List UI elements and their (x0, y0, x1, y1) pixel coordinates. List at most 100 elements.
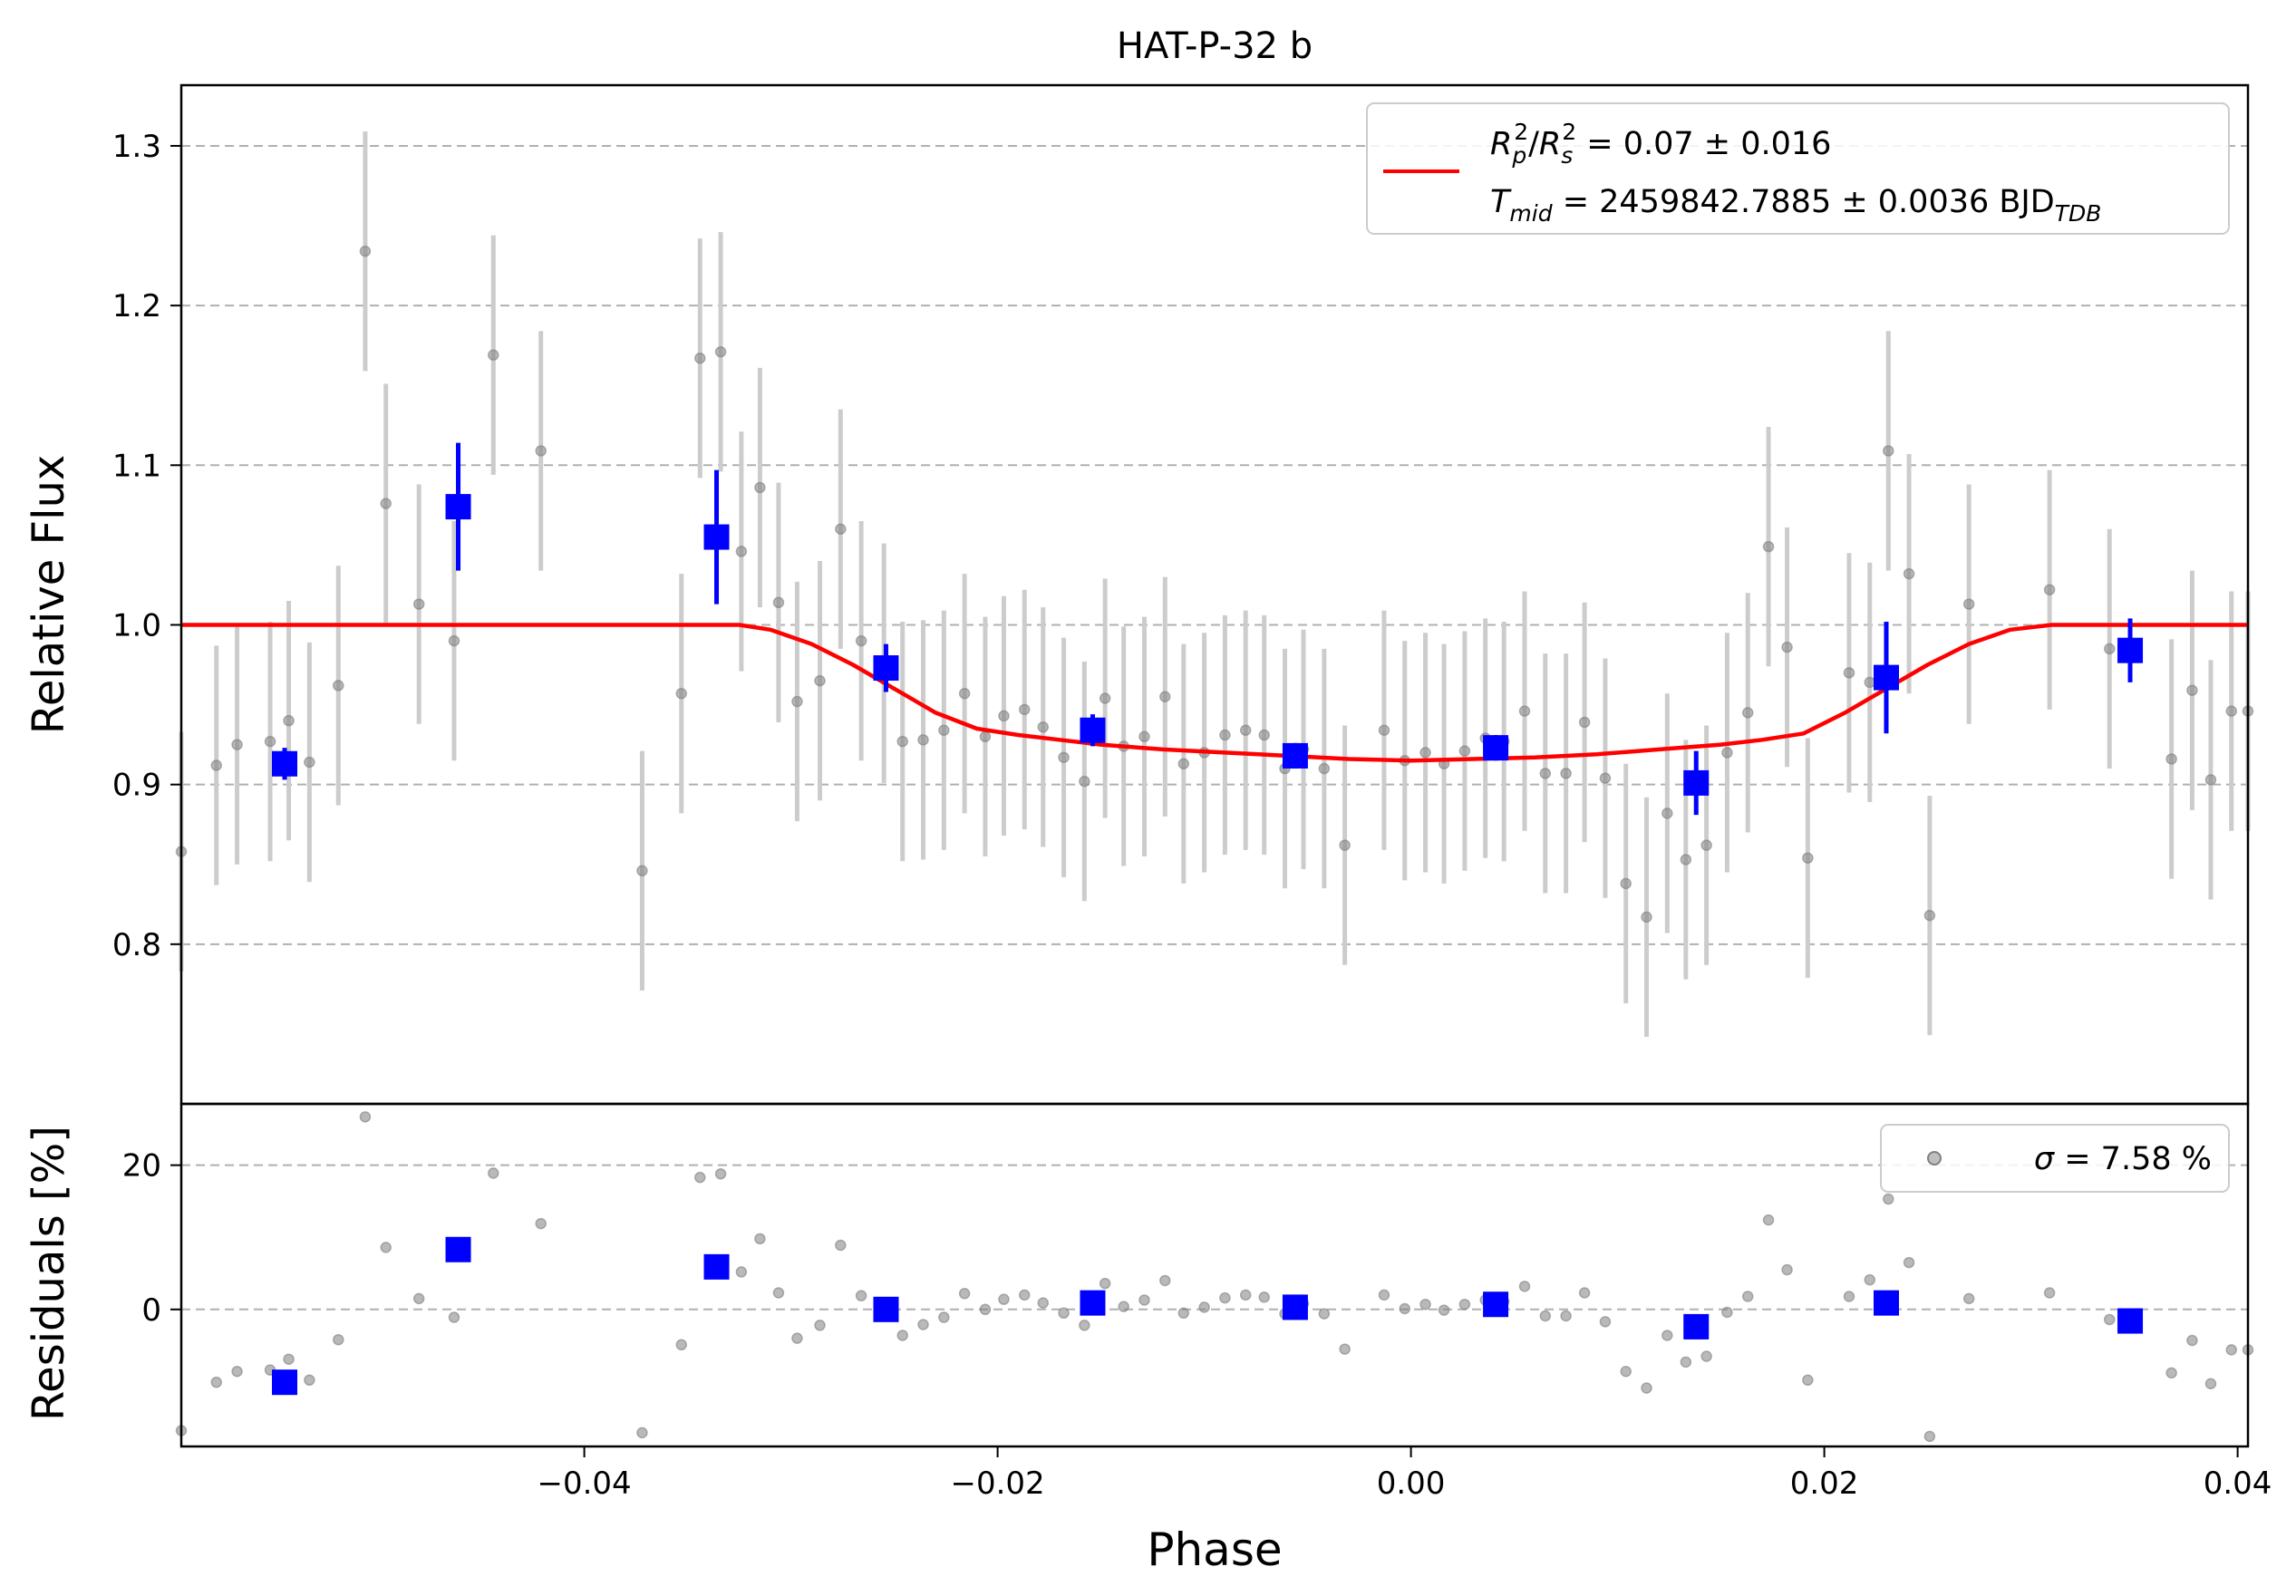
raw-data-point (488, 349, 499, 361)
raw-data-point (1781, 641, 1793, 653)
raw-data-point (210, 759, 223, 771)
residual-point (675, 1339, 688, 1351)
raw-data-point (1700, 839, 1712, 851)
residual-point (1661, 1330, 1673, 1341)
residual-point (380, 1242, 392, 1253)
residual-point (1903, 1256, 1915, 1269)
top-y-tick-label: 0.8 (112, 927, 161, 963)
x-tick-label: 0.04 (2204, 1465, 2272, 1502)
x-axis-label: Phase (1147, 1523, 1282, 1576)
x-tick-label: 0.02 (1790, 1465, 1859, 1502)
binned-residual-point (1683, 1313, 1710, 1340)
bottom-binned-points (272, 1236, 2144, 1396)
residual-point (791, 1332, 803, 1344)
residual-point (1962, 1292, 1975, 1305)
x-tick-label: −0.04 (537, 1465, 631, 1502)
top-y-axis-label: Relative Flux (24, 455, 74, 735)
residual-point (636, 1427, 648, 1439)
raw-data-point (359, 245, 372, 257)
residual-point (1700, 1350, 1712, 1362)
raw-data-point (264, 735, 276, 748)
residual-point (1219, 1291, 1231, 1304)
binned-residual-point (1483, 1291, 1509, 1318)
residual-point (1923, 1430, 1936, 1443)
residual-point (1198, 1301, 1210, 1313)
raw-data-point (1239, 724, 1252, 736)
raw-data-point (304, 756, 315, 769)
residual-point (896, 1330, 908, 1341)
raw-data-point (636, 865, 648, 877)
top-gridlines (181, 144, 2248, 945)
residual-point (2165, 1367, 2177, 1379)
binned-data-point (445, 494, 471, 520)
raw-data-point (1138, 730, 1150, 743)
raw-data-point (1962, 598, 1975, 610)
residual-point (1177, 1307, 1190, 1320)
raw-data-point (714, 345, 727, 358)
raw-data-point (1518, 705, 1531, 717)
binned-residual-point (272, 1369, 297, 1396)
raw-data-point (1762, 540, 1775, 553)
raw-data-point (814, 674, 826, 687)
bottom-gridlines (181, 1164, 2248, 1311)
residual-point (1058, 1307, 1070, 1320)
raw-data-point (1641, 911, 1652, 924)
raw-data-point (535, 445, 547, 457)
raw-data-point (979, 730, 992, 743)
raw-data-point (1680, 854, 1692, 866)
raw-data-point (1219, 729, 1231, 741)
raw-data-point (380, 498, 392, 509)
raw-data-point (1599, 772, 1612, 784)
residual-point (735, 1266, 748, 1278)
residual-point (1258, 1291, 1270, 1303)
bottom-x-ticks: −0.04 −0.02 0.00 0.02 0.04 (537, 1446, 2272, 1502)
top-binned-points (272, 442, 2144, 816)
bottom-axes-frame (179, 1102, 2250, 1448)
residual-point (333, 1333, 344, 1346)
residual-point (1438, 1304, 1450, 1316)
residual-point (1138, 1294, 1150, 1306)
residual-point (535, 1217, 547, 1230)
residual-point (2204, 1378, 2217, 1390)
raw-data-point (1843, 667, 1855, 679)
residual-point (2186, 1334, 2198, 1347)
residual-point (1539, 1310, 1552, 1322)
raw-data-point (1258, 729, 1270, 741)
binned-data-point (1683, 769, 1710, 796)
raw-data-point (1864, 676, 1876, 689)
residual-point (2225, 1344, 2238, 1356)
x-tick-label: −0.02 (950, 1465, 1044, 1502)
raw-data-point (283, 714, 295, 727)
raw-data-point (791, 695, 803, 708)
raw-data-point (1802, 852, 1814, 864)
top-y-tick-label: 1.2 (112, 288, 161, 324)
residual-point (1578, 1287, 1591, 1299)
raw-data-point (896, 735, 908, 748)
raw-data-point (2165, 753, 2177, 765)
raw-data-point (1620, 877, 1632, 890)
raw-data-point (2186, 684, 2198, 696)
residual-point (1159, 1274, 1171, 1287)
legend-rp-rs-text: Rp2/Rs2 = 0.07 ± 0.016 (1490, 119, 1831, 169)
bottom-raw-points (175, 1111, 2254, 1443)
raw-data-point (1177, 758, 1190, 769)
residual-point (1802, 1374, 1814, 1387)
raw-data-point (412, 598, 425, 610)
residual-point (1037, 1297, 1050, 1309)
raw-data-point (998, 710, 1010, 722)
raw-data-point (1458, 745, 1471, 757)
top-y-tick-label: 0.9 (112, 768, 161, 804)
binned-data-point (703, 524, 730, 550)
raw-data-point (1560, 768, 1572, 779)
residual-point (835, 1239, 847, 1252)
residual-point (1239, 1289, 1252, 1301)
residual-point (1318, 1308, 1331, 1320)
binned-residual-point (445, 1236, 471, 1262)
residual-point (1099, 1277, 1111, 1290)
binned-residual-point (2117, 1308, 2144, 1334)
residual-point (938, 1311, 950, 1323)
top-y-tick-label: 1.1 (112, 448, 161, 484)
binned-data-point (2117, 637, 2144, 663)
raw-data-point (2225, 705, 2238, 717)
